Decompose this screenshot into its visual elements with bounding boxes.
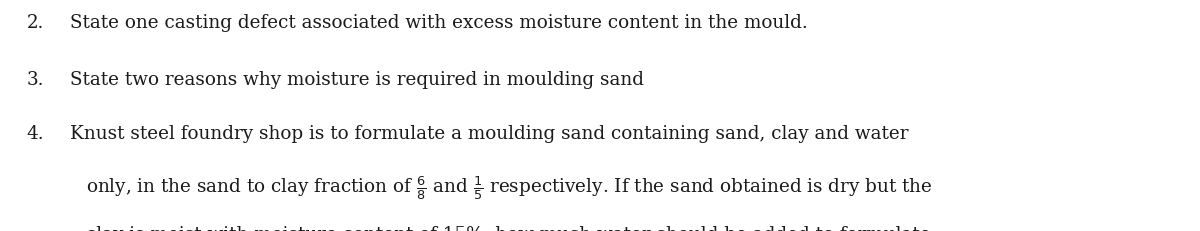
Text: 2.: 2. bbox=[26, 14, 43, 32]
Text: clay is moist with moisture content of 15%, how much water should be added to fo: clay is moist with moisture content of 1… bbox=[86, 226, 931, 231]
Text: 4.: 4. bbox=[26, 125, 44, 143]
Text: only, in the sand to clay fraction of $\frac{6}{8}$ and $\frac{1}{5}$ respective: only, in the sand to clay fraction of $\… bbox=[86, 174, 934, 202]
Text: State one casting defect associated with excess moisture content in the mould.: State one casting defect associated with… bbox=[70, 14, 808, 32]
Text: 3.: 3. bbox=[26, 71, 44, 89]
Text: State two reasons why moisture is required in moulding sand: State two reasons why moisture is requir… bbox=[70, 71, 643, 89]
Text: Knust steel foundry shop is to formulate a moulding sand containing sand, clay a: Knust steel foundry shop is to formulate… bbox=[70, 125, 908, 143]
